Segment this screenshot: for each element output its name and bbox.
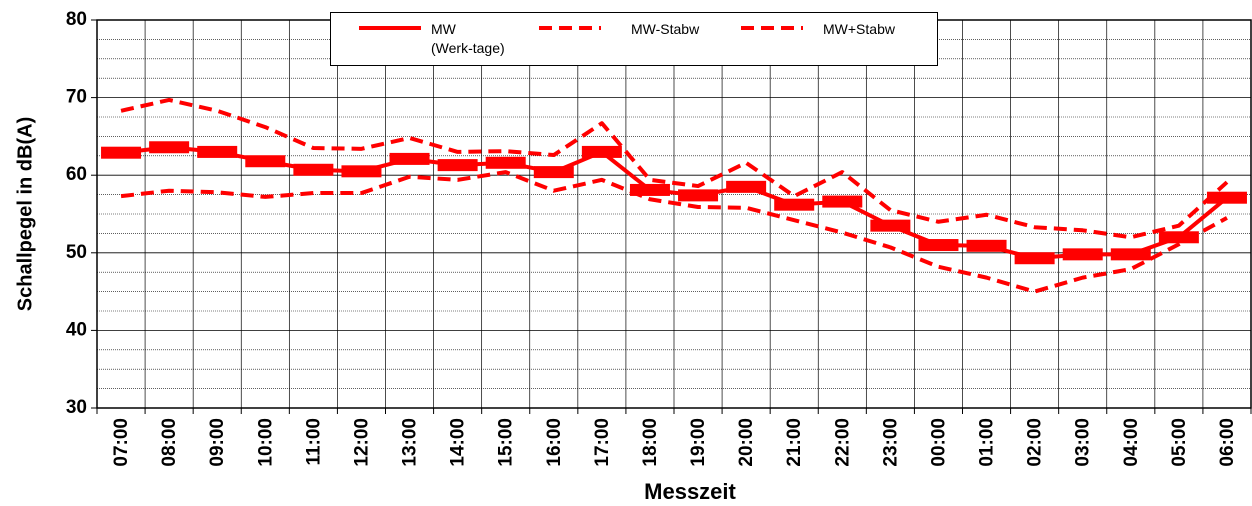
x-tick-label: 09:00	[207, 418, 228, 467]
x-tick-label: 17:00	[592, 418, 613, 467]
y-tick-label: 70	[66, 87, 87, 108]
y-tick-label: 80	[66, 9, 87, 30]
x-tick-label: 08:00	[159, 418, 180, 467]
x-tick-label: 01:00	[977, 418, 998, 467]
x-axis-title: Messzeit	[644, 479, 736, 504]
series-line	[120, 170, 1228, 294]
y-axis-title: Schallpegel in dB(A)	[14, 117, 36, 311]
marker	[774, 198, 815, 211]
marker	[726, 180, 767, 193]
x-tick-label: 07:00	[111, 418, 132, 467]
x-tick-label: 14:00	[448, 418, 469, 467]
marker	[197, 145, 238, 158]
x-tick-label: 21:00	[784, 418, 805, 467]
x-tick-label: 22:00	[832, 418, 853, 467]
marker	[1014, 252, 1055, 265]
x-tick-label: 23:00	[880, 418, 901, 467]
x-tick-label: 13:00	[400, 418, 421, 467]
x-tick-label: 05:00	[1169, 418, 1190, 467]
x-tick-label: 04:00	[1121, 418, 1142, 467]
marker	[870, 219, 911, 232]
x-tick-label: 11:00	[303, 418, 324, 466]
x-tick-label: 06:00	[1217, 418, 1238, 467]
marker	[1110, 248, 1151, 261]
x-tick-label: 00:00	[928, 418, 949, 467]
x-tick-label: 19:00	[688, 418, 709, 467]
legend-swatch	[359, 26, 421, 30]
y-tick-label: 40	[66, 319, 87, 340]
marker	[149, 141, 190, 154]
marker	[629, 183, 670, 196]
legend: MW (Werk-tage) MW-Stabw MW+Stabw	[330, 12, 938, 66]
series-line	[120, 97, 1229, 240]
legend-label: MW (Werk-tage)	[431, 21, 505, 56]
marker	[341, 165, 382, 178]
marker	[1062, 248, 1103, 261]
marker	[293, 163, 334, 176]
legend-label: MW+Stabw	[823, 21, 895, 37]
x-tick-label: 02:00	[1025, 418, 1046, 467]
marker	[581, 145, 622, 158]
y-tick-label: 60	[66, 164, 87, 185]
legend-label: MW-Stabw	[631, 21, 700, 37]
marker	[918, 239, 959, 252]
marker	[389, 152, 430, 165]
x-tick-label: 18:00	[640, 418, 661, 467]
marker	[1206, 191, 1247, 204]
marker	[533, 166, 574, 179]
marker	[101, 146, 142, 159]
x-tick-label: 16:00	[544, 418, 565, 467]
x-tick-label: 03:00	[1073, 418, 1094, 467]
marker	[678, 189, 719, 202]
y-tick-label: 30	[66, 397, 87, 418]
legend-swatch	[539, 26, 601, 30]
x-tick-label: 10:00	[255, 418, 276, 467]
y-tick-label: 50	[66, 242, 87, 263]
marker	[437, 159, 478, 172]
marker	[822, 195, 863, 208]
x-tick-label: 20:00	[736, 418, 757, 467]
marker	[966, 239, 1007, 252]
x-tick-label: 15:00	[496, 418, 517, 467]
marker	[485, 156, 526, 169]
x-tick-label: 12:00	[351, 418, 372, 467]
marker	[245, 155, 286, 168]
legend-swatch	[741, 26, 803, 30]
